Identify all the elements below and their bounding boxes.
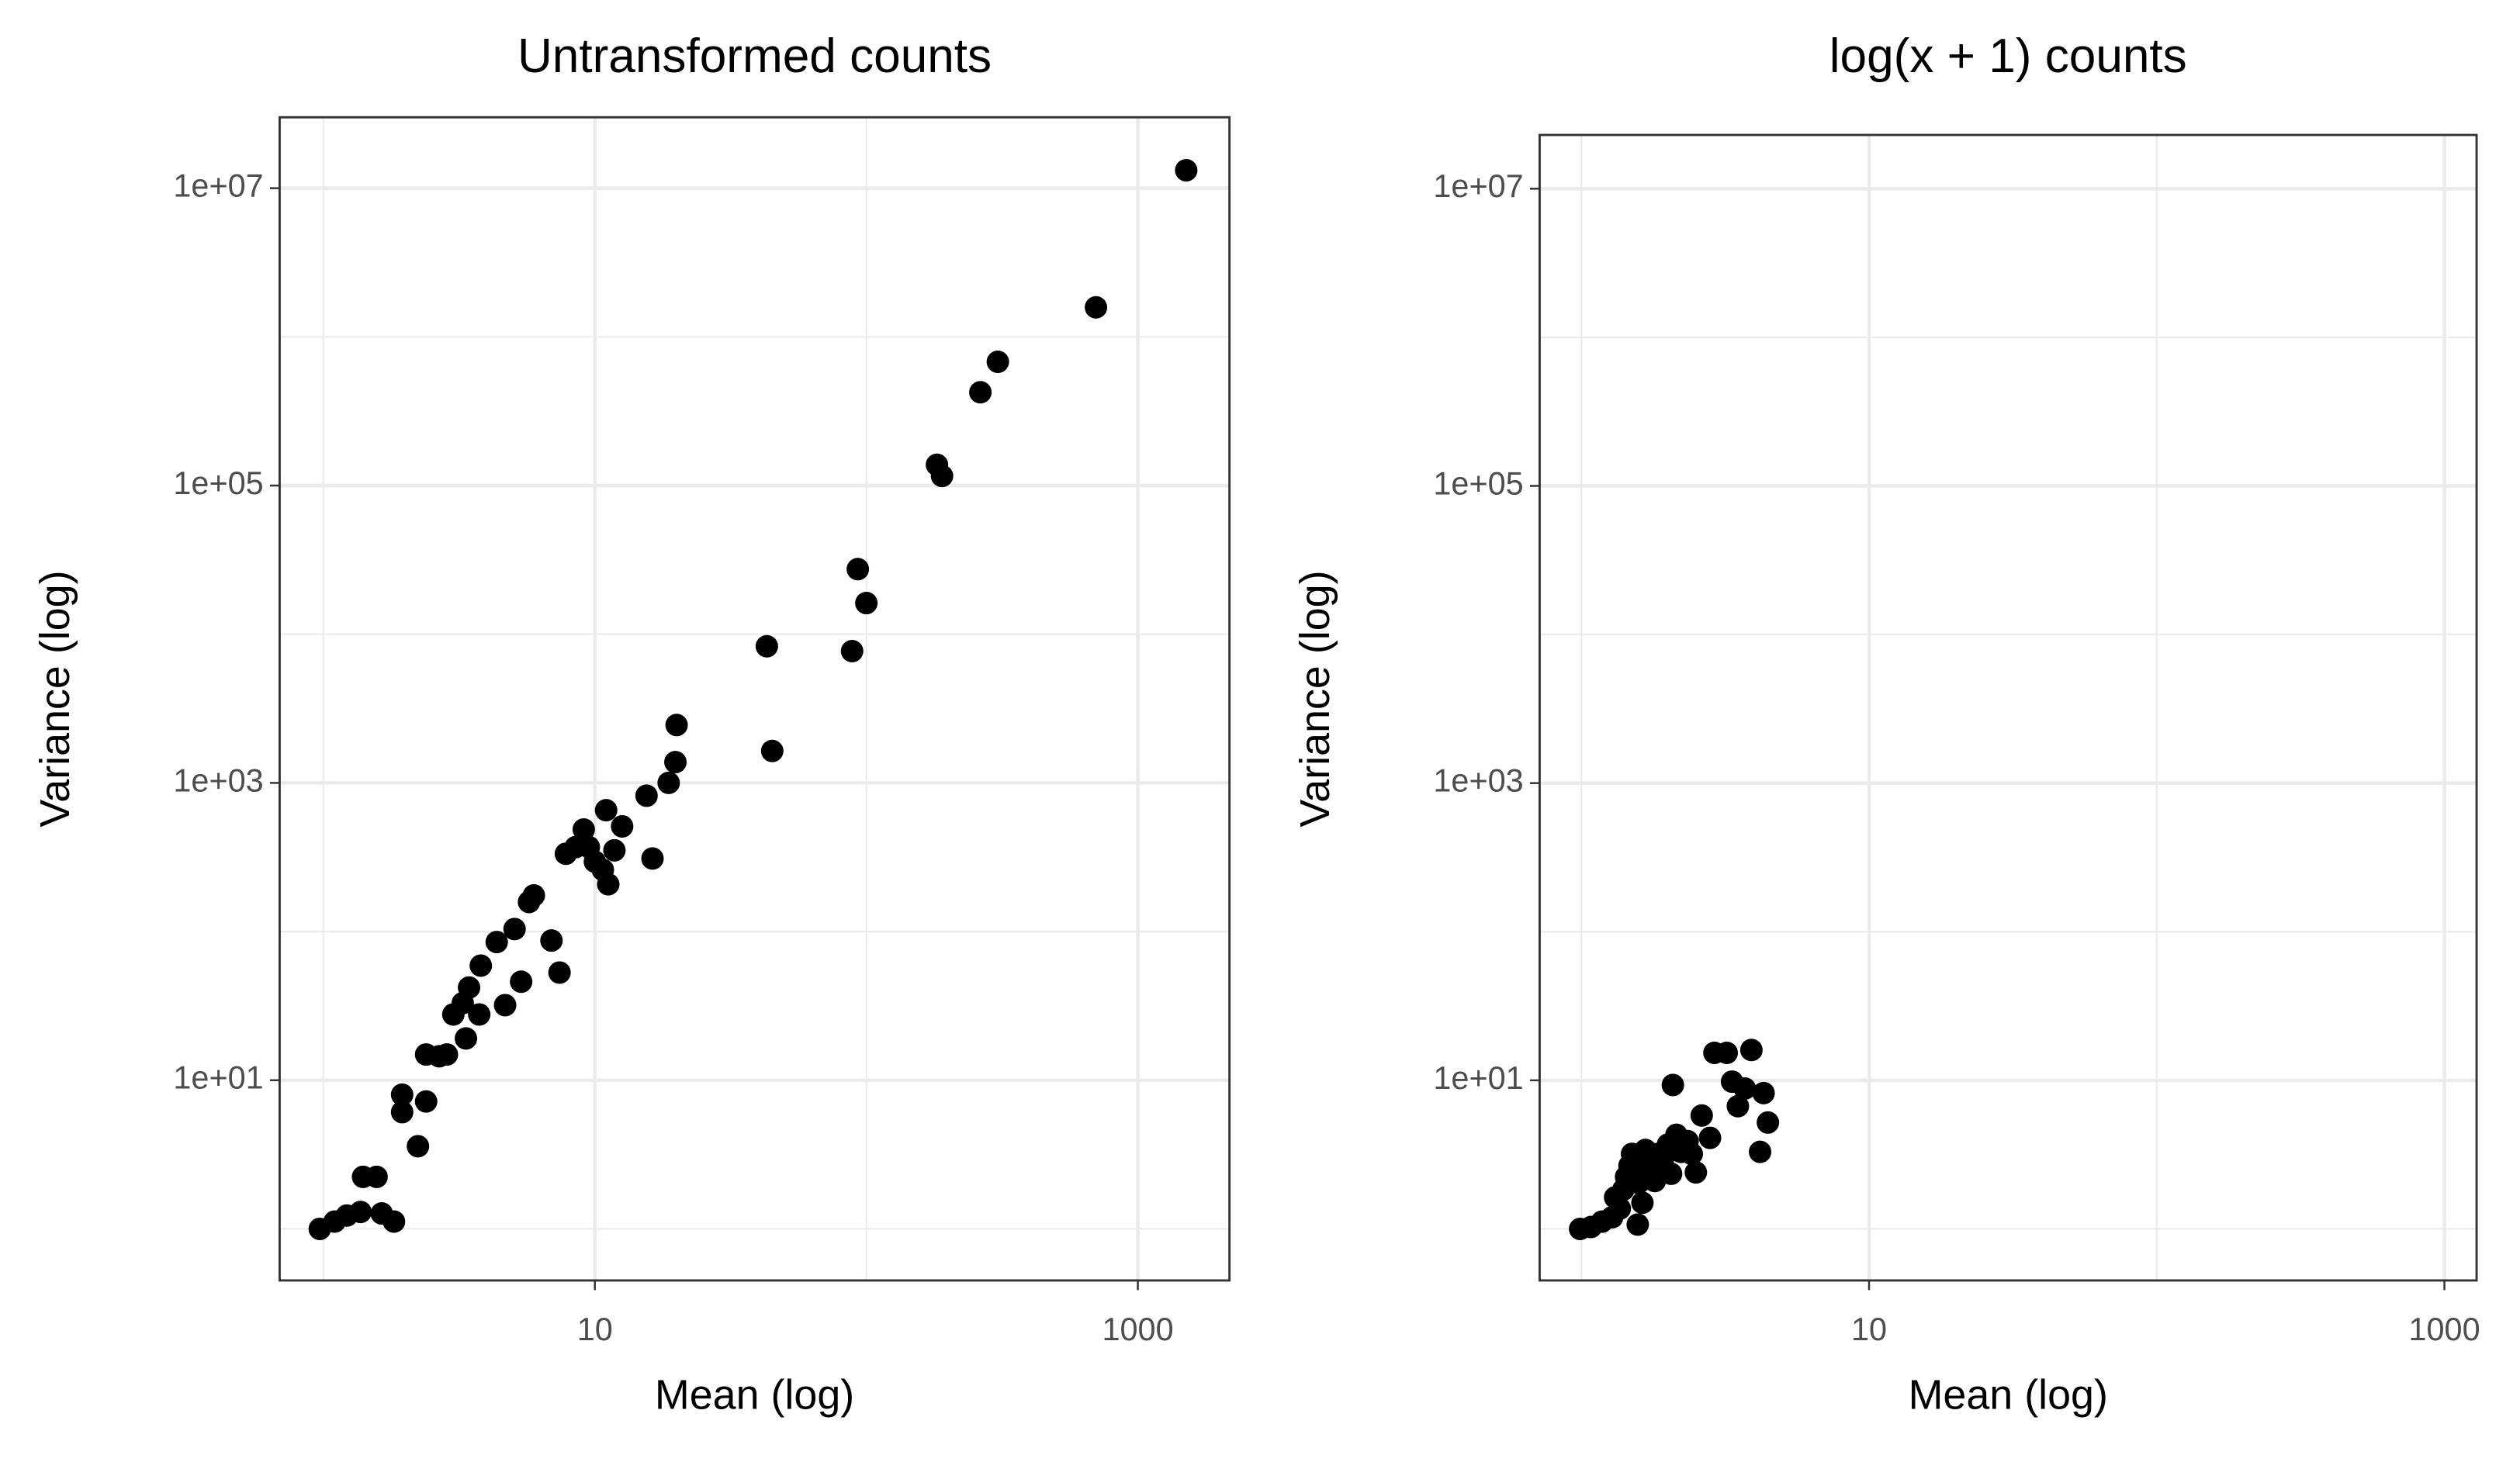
point [435, 1043, 459, 1066]
point [1175, 159, 1198, 182]
point [855, 592, 878, 615]
x-tick-label: 1000 [2409, 1312, 2480, 1347]
point [382, 1210, 406, 1233]
y-tick-label: 1e+07 [173, 168, 263, 204]
point [1698, 1126, 1722, 1149]
point [390, 1101, 414, 1124]
point [969, 381, 992, 404]
y-axis-label: Variance (log) [32, 570, 78, 827]
point [1733, 1077, 1757, 1101]
point [1726, 1094, 1750, 1118]
point [603, 838, 626, 862]
point [414, 1090, 438, 1113]
point [572, 817, 595, 841]
point [641, 847, 664, 870]
point [657, 771, 680, 794]
point [468, 1003, 491, 1026]
point [1684, 1161, 1708, 1184]
panel-border [1538, 133, 2478, 1282]
point [664, 751, 687, 774]
point [1660, 1162, 1683, 1185]
y-tick-label: 1e+05 [1433, 465, 1523, 501]
point [1631, 1191, 1654, 1215]
panel [1539, 135, 2477, 1281]
x-tick-label: 10 [577, 1312, 613, 1347]
point [455, 1027, 478, 1050]
y-tick-label: 1e+01 [1433, 1060, 1523, 1096]
point [1757, 1111, 1780, 1134]
x-tick-label: 10 [1851, 1312, 1887, 1347]
y-axis-label: Variance (log) [1292, 570, 1338, 827]
point [840, 639, 864, 662]
point [1661, 1073, 1684, 1097]
point [597, 873, 620, 896]
point [1752, 1081, 1775, 1104]
point [365, 1165, 388, 1188]
point [930, 465, 954, 488]
point [1085, 296, 1108, 319]
point [390, 1083, 414, 1106]
y-tick-label: 1e+01 [173, 1060, 263, 1096]
panel-border [278, 116, 1231, 1282]
point [1739, 1039, 1763, 1062]
point [760, 739, 784, 762]
point [510, 970, 533, 994]
point [1626, 1213, 1649, 1236]
point [665, 714, 688, 737]
point [540, 929, 563, 952]
point [522, 884, 545, 907]
point [407, 1135, 430, 1158]
chart-title: Untransformed counts [518, 29, 992, 83]
y-tick-label: 1e+05 [173, 465, 263, 501]
y-tick-label: 1e+03 [173, 762, 263, 798]
point [548, 961, 571, 984]
point [1681, 1142, 1704, 1166]
y-tick-label: 1e+03 [1433, 763, 1523, 799]
point [1715, 1042, 1739, 1065]
point [458, 976, 481, 999]
point [635, 784, 658, 807]
y-tick-label: 1e+07 [1433, 168, 1523, 204]
point [349, 1201, 372, 1224]
x-axis-label: Mean (log) [655, 1371, 854, 1418]
x-axis-label: Mean (log) [1909, 1371, 2108, 1418]
point [611, 814, 634, 838]
point [846, 558, 870, 581]
panel [279, 117, 1230, 1281]
point [503, 918, 526, 941]
point [1749, 1140, 1772, 1163]
point [1690, 1104, 1713, 1127]
point [493, 994, 517, 1017]
point [986, 350, 1009, 373]
x-tick-label: 1000 [1102, 1312, 1173, 1347]
point [469, 954, 493, 977]
chart-title: log(x + 1) counts [1829, 29, 2187, 83]
point [485, 931, 508, 954]
point [755, 634, 778, 658]
point [594, 799, 618, 822]
point [1627, 1171, 1650, 1194]
